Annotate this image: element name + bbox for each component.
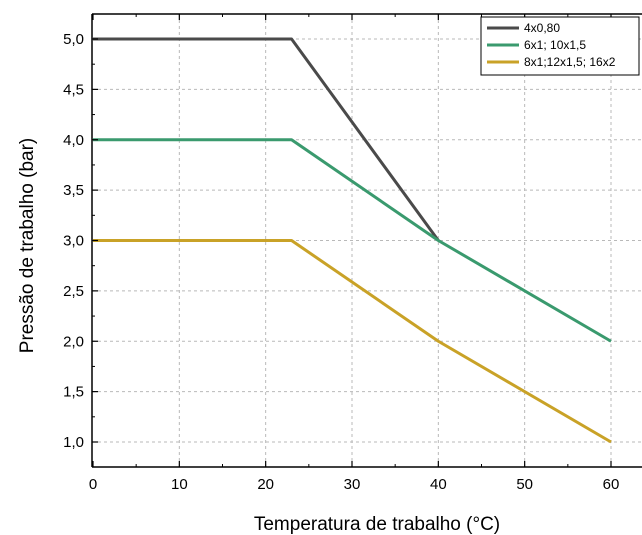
series-line-1	[93, 138, 612, 343]
y-tick-label-8: 5,0	[63, 31, 84, 48]
y-tick-label-5: 3,5	[63, 182, 84, 199]
y-tick-label-3: 2,5	[63, 283, 84, 300]
series-lines	[93, 37, 612, 444]
x-axis-title: Temperatura de trabalho (°C)	[254, 514, 500, 535]
legend-label-1: 6x1; 10x1,5	[524, 38, 586, 52]
legend-label-2: 8x1;12x1,5; 16x2	[524, 55, 616, 69]
x-tick-label-1: 10	[171, 476, 188, 493]
ticks: 0 10 20 30 40 50 60 1,0 1,5 2,0 2,5 3,0 3,5 4,0 4,5 5,0	[63, 14, 619, 493]
y-tick-label-0: 1,0	[63, 434, 84, 451]
legend-label-0: 4x0,80	[524, 21, 560, 35]
y-axis-title: Pressão de trabalho (bar)	[17, 138, 38, 353]
x-tick-label-0: 0	[89, 476, 97, 493]
legend: 4x0,80 6x1; 10x1,5 8x1;12x1,5; 16x2	[480, 16, 640, 76]
x-tick-label-6: 60	[603, 476, 620, 493]
x-tick-label-4: 40	[430, 476, 447, 493]
y-tick-label-1: 1,5	[63, 384, 84, 401]
y-tick-label-2: 2,0	[63, 333, 84, 350]
series-line-0	[93, 37, 440, 242]
y-tick-label-4: 3,0	[63, 233, 84, 250]
y-tick-label-6: 4,0	[63, 132, 84, 149]
series-line-2	[93, 239, 612, 444]
x-tick-label-5: 50	[516, 476, 533, 493]
y-tick-label-7: 4,5	[63, 81, 84, 98]
x-tick-label-3: 30	[344, 476, 361, 493]
x-tick-label-2: 20	[257, 476, 274, 493]
